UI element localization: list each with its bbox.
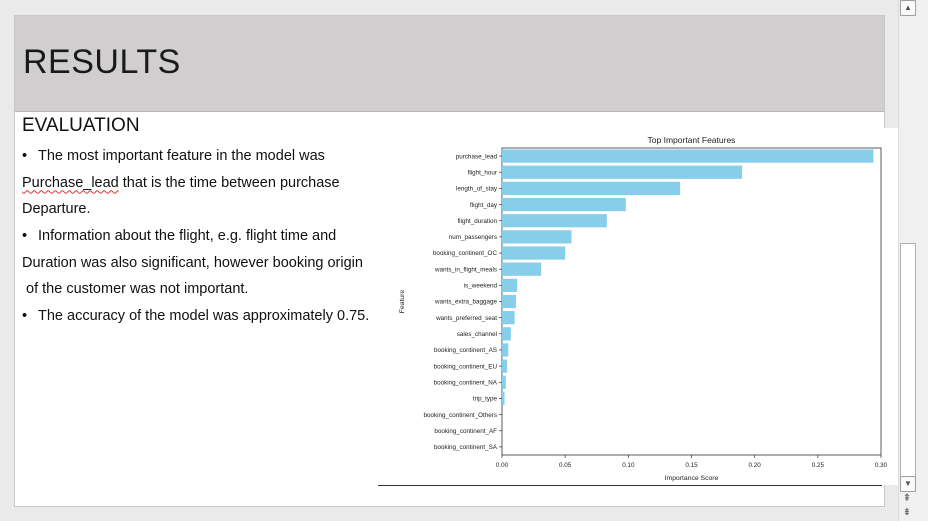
x-tick-label-0.00: 0.00 <box>496 462 509 469</box>
y-tick-label-purchase_lead: purchase_lead <box>456 153 498 160</box>
bar-flight_duration <box>502 214 607 228</box>
bar-wants_preferred_seat <box>502 311 515 325</box>
text-line-5: Duration was also significant, however b… <box>22 254 363 271</box>
y-tick-label-flight_day: flight_day <box>470 202 498 209</box>
text-line-3: Departure. <box>22 201 91 218</box>
spellcheck-word[interactable]: Purchase_lead <box>22 174 119 191</box>
y-tick-label-flight_duration: flight_duration <box>457 218 497 225</box>
bullet-text: The most important feature in the model … <box>38 148 325 164</box>
bullet-marker: • <box>22 148 28 164</box>
bar-booking_continent_OC <box>502 246 566 260</box>
feature-importance-chart: Top Important Features purchase_leadfligh… <box>399 135 888 482</box>
y-tick-label-wants_preferred_seat: wants_preferred_seat <box>435 315 497 322</box>
text-line-2: Purchase_lead that is the time between p… <box>22 170 397 197</box>
x-tick-label-0.30: 0.30 <box>875 462 888 469</box>
y-tick-label-sales_channel: sales_channel <box>457 331 497 338</box>
y-tick-label-booking_continent_AF: booking_continent_AF <box>434 428 497 435</box>
bar-trip_type <box>502 391 505 406</box>
plot-area <box>501 147 882 456</box>
x-tick-label-0.20: 0.20 <box>749 462 762 469</box>
bullet-text-box[interactable]: • The most important feature in the model… <box>22 143 397 330</box>
slide-workspace: RESULTS EVALUATION • The most important f… <box>14 15 898 507</box>
x-tick-label-0.25: 0.25 <box>812 462 825 469</box>
slide-title: RESULTS <box>23 43 181 81</box>
x-tick-label-0.15: 0.15 <box>685 462 698 469</box>
y-tick-label-booking_continent_NA: booking_continent_NA <box>434 379 498 386</box>
bar-num_passengers <box>502 230 572 244</box>
y-tick-label-booking_continent_EU: booking_continent_EU <box>434 363 498 370</box>
chart-title: Top Important Features <box>648 135 736 145</box>
scroll-up-button[interactable]: ▲ <box>900 0 916 16</box>
title-placeholder[interactable]: RESULTS <box>15 16 884 112</box>
previous-slide-icon[interactable]: ⇞ <box>902 493 912 504</box>
bullet-line-1: • The most important feature in the model… <box>22 143 397 170</box>
slide-subtitle: EVALUATION <box>22 115 140 136</box>
bar-booking_continent_NA <box>502 375 506 389</box>
scroll-thumb[interactable] <box>900 243 916 477</box>
y-tick-label-booking_continent_AS: booking_continent_AS <box>434 347 497 354</box>
x-tick-label-0.05: 0.05 <box>559 462 572 469</box>
bar-wants_in_flight_meals <box>502 262 542 276</box>
next-slide-icon[interactable]: ⇟ <box>902 507 912 518</box>
y-tick-label-booking_continent_OC: booking_continent_OC <box>433 250 498 257</box>
bar-booking_continent_AS <box>502 343 509 357</box>
line-text: that is the time between purchase <box>118 174 340 191</box>
y-tick-label-trip_type: trip_type <box>473 396 498 403</box>
y-tick-label-length_of_stay: length_of_stay <box>456 186 498 193</box>
y-tick-label-is_weekend: is_weekend <box>464 283 498 290</box>
y-tick-label-wants_in_flight_meals: wants_in_flight_meals <box>434 266 497 273</box>
bullet-text: The accuracy of the model was approximat… <box>38 308 370 325</box>
bar-wants_extra_baggage <box>502 294 516 309</box>
bar-flight_hour <box>502 165 743 179</box>
bullet-text: Information about the flight, e.g. fligh… <box>38 228 337 245</box>
text-line-6: of the customer was not important. <box>22 281 249 298</box>
y-tick-label-num_passengers: num_passengers <box>449 234 497 241</box>
bar-length_of_stay <box>502 181 681 196</box>
x-tick-label-0.10: 0.10 <box>622 462 635 469</box>
bullet-marker: • <box>22 308 28 325</box>
y-tick-label-wants_extra_baggage: wants_extra_baggage <box>434 299 497 306</box>
image-bottom-border <box>378 485 882 486</box>
vertical-scrollbar[interactable]: ▲ ▼ ⇞ ⇟ <box>898 0 917 521</box>
bullet-marker: • <box>22 228 28 245</box>
y-tick-label-booking_continent_SA: booking_continent_SA <box>434 444 498 451</box>
bar-booking_continent_EU <box>502 359 508 373</box>
bar-flight_day <box>502 197 626 212</box>
bullet-line-3: • The accuracy of the model was approxima… <box>22 303 397 330</box>
scroll-down-button[interactable]: ▼ <box>900 476 916 492</box>
x-axis-label: Importance Score <box>665 475 719 482</box>
y-axis-label: Feature <box>399 290 406 314</box>
bullet-line-2: • Information about the flight, e.g. flig… <box>22 223 397 250</box>
bar-is_weekend <box>502 278 518 292</box>
bar-sales_channel <box>502 327 511 341</box>
bar-purchase_lead <box>502 149 874 163</box>
y-tick-label-booking_continent_Others: booking_continent_Others <box>423 412 497 419</box>
y-tick-label-flight_hour: flight_hour <box>468 169 497 176</box>
